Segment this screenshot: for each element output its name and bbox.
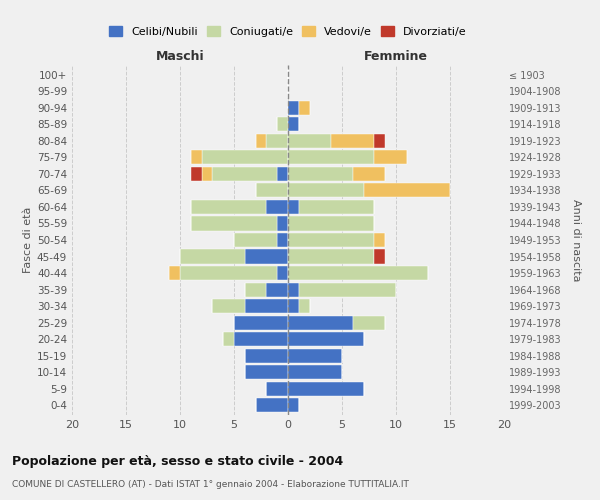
Bar	[245, 348, 288, 362]
Bar	[299, 299, 310, 313]
Bar	[212, 299, 245, 313]
Bar	[364, 184, 450, 198]
Bar	[374, 150, 407, 164]
Y-axis label: Anni di nascita: Anni di nascita	[571, 198, 581, 281]
Bar	[288, 101, 299, 115]
Bar	[266, 382, 288, 396]
Bar	[245, 250, 288, 264]
Bar	[331, 134, 374, 148]
Bar	[288, 365, 342, 379]
Bar	[202, 167, 212, 181]
Bar	[169, 266, 180, 280]
Bar	[180, 266, 277, 280]
Bar	[288, 184, 364, 198]
Bar	[245, 282, 266, 296]
Bar	[374, 250, 385, 264]
Bar	[374, 134, 385, 148]
Bar	[256, 184, 288, 198]
Bar	[288, 216, 374, 230]
Bar	[288, 282, 299, 296]
Bar	[288, 167, 353, 181]
Bar	[288, 150, 374, 164]
Bar	[288, 200, 299, 214]
Bar	[277, 216, 288, 230]
Text: Femmine: Femmine	[364, 50, 428, 64]
Bar	[202, 150, 288, 164]
Bar	[191, 150, 202, 164]
Bar	[288, 299, 299, 313]
Bar	[191, 167, 202, 181]
Bar	[223, 332, 234, 346]
Bar	[277, 266, 288, 280]
Bar	[256, 398, 288, 412]
Bar	[245, 365, 288, 379]
Bar	[245, 299, 288, 313]
Bar	[256, 134, 266, 148]
Bar	[234, 316, 288, 330]
Text: COMUNE DI CASTELLERO (AT) - Dati ISTAT 1° gennaio 2004 - Elaborazione TUTTITALIA: COMUNE DI CASTELLERO (AT) - Dati ISTAT 1…	[12, 480, 409, 489]
Text: Maschi: Maschi	[155, 50, 205, 64]
Bar	[288, 398, 299, 412]
Bar	[277, 167, 288, 181]
Bar	[288, 118, 299, 132]
Bar	[288, 233, 374, 247]
Bar	[299, 101, 310, 115]
Bar	[353, 316, 385, 330]
Y-axis label: Fasce di età: Fasce di età	[23, 207, 33, 273]
Legend: Celibi/Nubili, Coniugati/e, Vedovi/e, Divorziati/e: Celibi/Nubili, Coniugati/e, Vedovi/e, Di…	[105, 22, 471, 41]
Bar	[180, 250, 245, 264]
Text: Popolazione per età, sesso e stato civile - 2004: Popolazione per età, sesso e stato civil…	[12, 455, 343, 468]
Bar	[191, 200, 266, 214]
Bar	[266, 200, 288, 214]
Bar	[288, 332, 364, 346]
Bar	[374, 233, 385, 247]
Bar	[288, 316, 353, 330]
Bar	[234, 233, 277, 247]
Bar	[353, 167, 385, 181]
Bar	[288, 250, 374, 264]
Bar	[266, 134, 288, 148]
Bar	[277, 118, 288, 132]
Bar	[191, 216, 277, 230]
Bar	[277, 233, 288, 247]
Bar	[266, 282, 288, 296]
Bar	[288, 348, 342, 362]
Bar	[299, 200, 374, 214]
Bar	[299, 282, 396, 296]
Bar	[288, 266, 428, 280]
Bar	[288, 382, 364, 396]
Bar	[234, 332, 288, 346]
Bar	[288, 134, 331, 148]
Bar	[212, 167, 277, 181]
